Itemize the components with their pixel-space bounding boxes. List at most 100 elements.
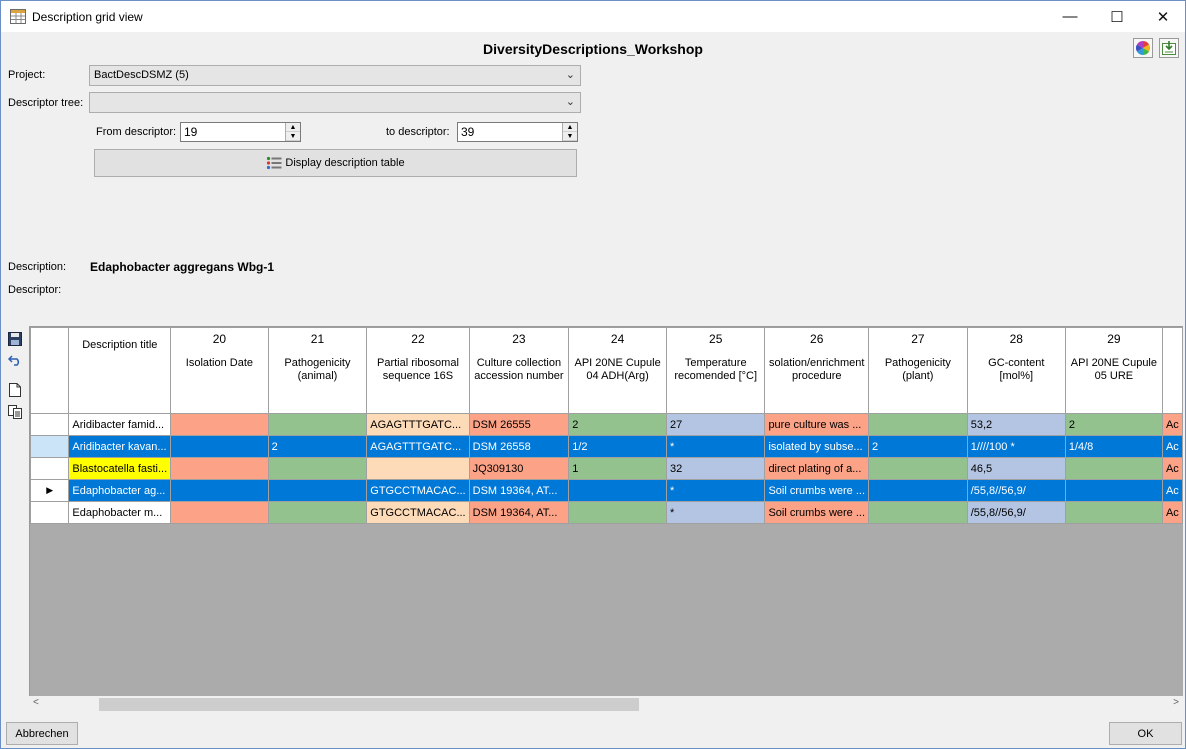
table-cell[interactable]: DSM 19364, AT... xyxy=(468,501,570,524)
table-cell[interactable] xyxy=(267,457,368,480)
table-cell[interactable]: 46,5 xyxy=(966,457,1066,480)
table-cell[interactable]: pure culture was ... xyxy=(764,413,870,436)
table-cell[interactable]: Aridibacter kavan... xyxy=(68,435,172,458)
save-icon[interactable] xyxy=(7,331,23,347)
table-cell[interactable]: * xyxy=(665,435,766,458)
table-cell[interactable] xyxy=(868,501,968,524)
table-cell[interactable]: 53,2 xyxy=(966,413,1066,436)
table-cell[interactable] xyxy=(170,479,269,502)
column-header[interactable]: 20 Isolation Date xyxy=(170,327,269,414)
copy-document-icon[interactable] xyxy=(7,404,23,420)
row-header[interactable] xyxy=(30,457,70,480)
row-header[interactable] xyxy=(30,501,70,524)
table-cell[interactable]: Ac xyxy=(1161,413,1183,436)
table-cell[interactable]: Edaphobacter ag... xyxy=(68,479,172,502)
table-cell[interactable] xyxy=(1064,457,1163,480)
table-cell[interactable]: 2 xyxy=(1064,413,1163,436)
table-cell[interactable]: * xyxy=(665,501,766,524)
horizontal-scrollbar[interactable]: < > xyxy=(29,696,1183,713)
table-cell[interactable] xyxy=(267,413,368,436)
maximize-button[interactable]: ☐ xyxy=(1110,8,1124,26)
table-cell[interactable] xyxy=(1064,501,1163,524)
table-cell[interactable] xyxy=(170,501,269,524)
new-document-icon[interactable] xyxy=(7,382,23,398)
current-row-marker[interactable]: ▶ xyxy=(30,479,70,502)
table-cell[interactable]: Ac xyxy=(1161,435,1183,458)
table-cell[interactable]: direct plating of a... xyxy=(764,457,870,480)
table-row[interactable]: Edaphobacter m... GTGCCTMACAC... DSM 193… xyxy=(30,501,1183,524)
table-cell[interactable]: 1////100 * xyxy=(966,435,1066,458)
table-cell[interactable]: Soil crumbs were ... xyxy=(764,501,870,524)
table-cell[interactable]: GTGCCTMACAC... xyxy=(366,479,470,502)
column-header[interactable]: 26 solation/enrichment procedure xyxy=(764,327,870,414)
minimize-button[interactable]: — xyxy=(1062,8,1078,25)
export-icon[interactable] xyxy=(1159,38,1179,58)
table-cell[interactable]: AGAGTTTGATC... xyxy=(366,435,470,458)
table-cell[interactable]: 27 xyxy=(665,413,766,436)
table-cell[interactable] xyxy=(568,479,667,502)
table-cell[interactable]: JQ309130 xyxy=(468,457,570,480)
table-cell[interactable]: GTGCCTMACAC... xyxy=(366,501,470,524)
table-cell[interactable]: /55,8//56,9/ xyxy=(966,479,1066,502)
table-cell[interactable]: * xyxy=(665,479,766,502)
table-cell[interactable]: DSM 19364, AT... xyxy=(468,479,570,502)
column-header[interactable]: 21 Pathogenicity (animal) xyxy=(267,327,368,414)
column-header[interactable]: 22 Partial ribosomal sequence 16S xyxy=(366,327,470,414)
table-cell[interactable]: 1 xyxy=(568,457,667,480)
table-cell[interactable]: Ac xyxy=(1161,479,1183,502)
spin-down-icon[interactable]: ▼ xyxy=(286,132,300,141)
table-cell[interactable]: Soil crumbs were ... xyxy=(764,479,870,502)
color-wheel-icon[interactable] xyxy=(1133,38,1153,58)
spin-up-icon[interactable]: ▲ xyxy=(286,123,300,132)
from-descriptor-spinner[interactable]: 19 ▲ ▼ xyxy=(180,122,301,142)
table-cell[interactable] xyxy=(868,457,968,480)
table-cell[interactable] xyxy=(267,479,368,502)
undo-icon[interactable] xyxy=(7,352,23,368)
table-cell[interactable] xyxy=(868,479,968,502)
table-cell[interactable]: 32 xyxy=(665,457,766,480)
table-cell[interactable]: 1/2 xyxy=(568,435,667,458)
column-header[interactable]: 25 Temperature recomended [°C] xyxy=(665,327,766,414)
table-cell[interactable]: Edaphobacter m... xyxy=(68,501,172,524)
spin-up-icon[interactable]: ▲ xyxy=(563,123,577,132)
to-descriptor-spinner[interactable]: 39 ▲ ▼ xyxy=(457,122,578,142)
table-row[interactable]: Aridibacter kavan... 2 AGAGTTTGATC... DS… xyxy=(30,435,1183,458)
column-header[interactable] xyxy=(1161,327,1183,414)
table-cell[interactable] xyxy=(1064,479,1163,502)
descriptor-tree-combobox[interactable]: ⌄ xyxy=(89,92,581,113)
description-grid[interactable]: Description title 20 Isolation Date 21 Pat… xyxy=(29,326,1183,696)
column-header[interactable]: 24 API 20NE Cupule 04 ADH(Arg) xyxy=(568,327,667,414)
table-cell[interactable]: Ac xyxy=(1161,501,1183,524)
table-cell[interactable] xyxy=(170,413,269,436)
table-cell[interactable]: 2 xyxy=(568,413,667,436)
table-cell[interactable]: isolated by subse... xyxy=(764,435,870,458)
column-header[interactable]: 27 Pathogenicity (plant) xyxy=(868,327,968,414)
ok-button[interactable]: OK xyxy=(1109,722,1182,745)
table-row[interactable]: Blastocatella fasti... JQ309130 1 32 dir… xyxy=(30,457,1183,480)
table-cell[interactable] xyxy=(267,501,368,524)
table-cell[interactable] xyxy=(170,435,269,458)
table-cell[interactable]: Aridibacter famid... xyxy=(68,413,172,436)
table-cell[interactable]: /55,8//56,9/ xyxy=(966,501,1066,524)
table-cell[interactable]: Blastocatella fasti... xyxy=(68,457,172,480)
display-description-table-button[interactable]: Display description table xyxy=(94,149,577,177)
scrollbar-thumb[interactable] xyxy=(99,698,639,711)
table-cell[interactable]: DSM 26558 xyxy=(468,435,570,458)
table-cell[interactable]: 2 xyxy=(868,435,968,458)
cancel-button[interactable]: Abbrechen xyxy=(6,722,78,745)
scroll-left-icon[interactable]: < xyxy=(33,697,39,708)
column-header[interactable]: 28 GC-content [mol%] xyxy=(966,327,1066,414)
table-row[interactable]: Aridibacter famid... AGAGTTTGATC... DSM … xyxy=(30,413,1183,436)
scroll-right-icon[interactable]: > xyxy=(1173,697,1179,708)
table-row[interactable]: ▶ Edaphobacter ag... GTGCCTMACAC... DSM … xyxy=(30,479,1183,502)
table-cell[interactable]: Ac xyxy=(1161,457,1183,480)
row-header[interactable] xyxy=(30,435,70,458)
column-header[interactable]: 29 API 20NE Cupule 05 URE xyxy=(1064,327,1163,414)
table-cell[interactable]: 2 xyxy=(267,435,368,458)
column-header[interactable]: 23 Culture collection accession number xyxy=(468,327,570,414)
table-cell[interactable]: DSM 26555 xyxy=(468,413,570,436)
table-cell[interactable] xyxy=(568,501,667,524)
row-header[interactable] xyxy=(30,413,70,436)
table-cell[interactable] xyxy=(868,413,968,436)
table-cell[interactable] xyxy=(170,457,269,480)
